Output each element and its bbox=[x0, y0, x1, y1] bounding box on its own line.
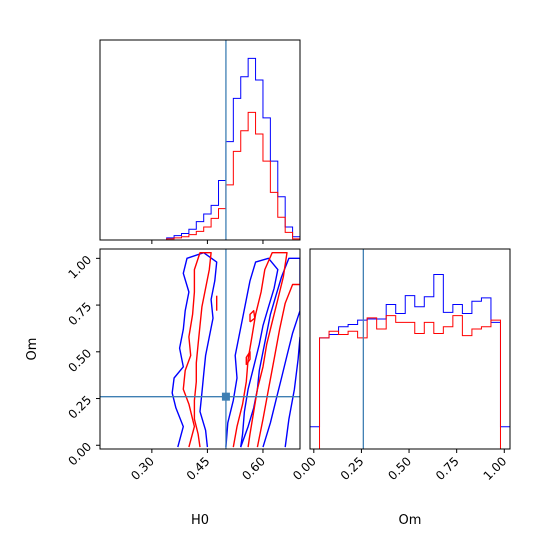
om-y-axis-label: Om bbox=[25, 338, 40, 361]
om-y-tick-label: 0.75 bbox=[65, 299, 94, 328]
h0-om-contour-plot-area bbox=[100, 249, 300, 449]
h0-om-contour-blue-contour-0 bbox=[171, 252, 218, 448]
om-histogram-frame bbox=[309, 248, 511, 450]
om-y-tick-label: 0.25 bbox=[65, 393, 94, 422]
om-axis-label: Om bbox=[399, 513, 422, 528]
h0-om-contour-red-contour-2 bbox=[256, 283, 300, 448]
om-hist-red-series bbox=[310, 315, 510, 449]
h0-tick-label: 0.30 bbox=[128, 454, 157, 483]
h0-hist-plot-area bbox=[166, 40, 300, 240]
om-x-tick-label: 1.00 bbox=[481, 454, 510, 483]
h0-om-contour-red-contour-4 bbox=[249, 310, 256, 323]
om-y-tick-label: 1.00 bbox=[65, 253, 94, 282]
h0-om-contour-red-contour-1 bbox=[232, 252, 288, 448]
om-y-tick-label: 0.50 bbox=[65, 346, 94, 375]
om-hist-blue-series bbox=[310, 274, 510, 449]
om-hist-plot-area bbox=[310, 249, 510, 449]
h0-histogram-frame bbox=[99, 39, 301, 241]
contour-truth-marker bbox=[221, 392, 230, 401]
om-histogram-panel bbox=[309, 248, 511, 450]
contour-frame bbox=[99, 248, 301, 450]
h0-hist-blue-series bbox=[166, 57, 300, 240]
om-x-tick-label: 0.75 bbox=[433, 454, 462, 483]
h0-tick-label: 0.60 bbox=[239, 454, 268, 483]
h0-om-contour-panel bbox=[99, 248, 301, 450]
om-x-tick-label: 0.50 bbox=[385, 454, 414, 483]
h0-histogram-panel bbox=[99, 39, 301, 241]
h0-om-contour-blue-contour-3 bbox=[284, 336, 300, 448]
om-x-tick-label: 0.25 bbox=[338, 454, 367, 483]
om-x-tick-label: 0.00 bbox=[290, 454, 319, 483]
h0-tick-label: 0.45 bbox=[184, 454, 213, 483]
h0-hist-red-series bbox=[166, 111, 300, 240]
h0-om-contour-blue-contour-2 bbox=[225, 257, 279, 448]
h0-om-contour-red-contour-0 bbox=[182, 252, 212, 448]
h0-om-contour-red-contour-3 bbox=[245, 351, 251, 366]
om-y-tick-label: 0.00 bbox=[65, 440, 94, 469]
h0-axis-label: H0 bbox=[191, 513, 209, 528]
